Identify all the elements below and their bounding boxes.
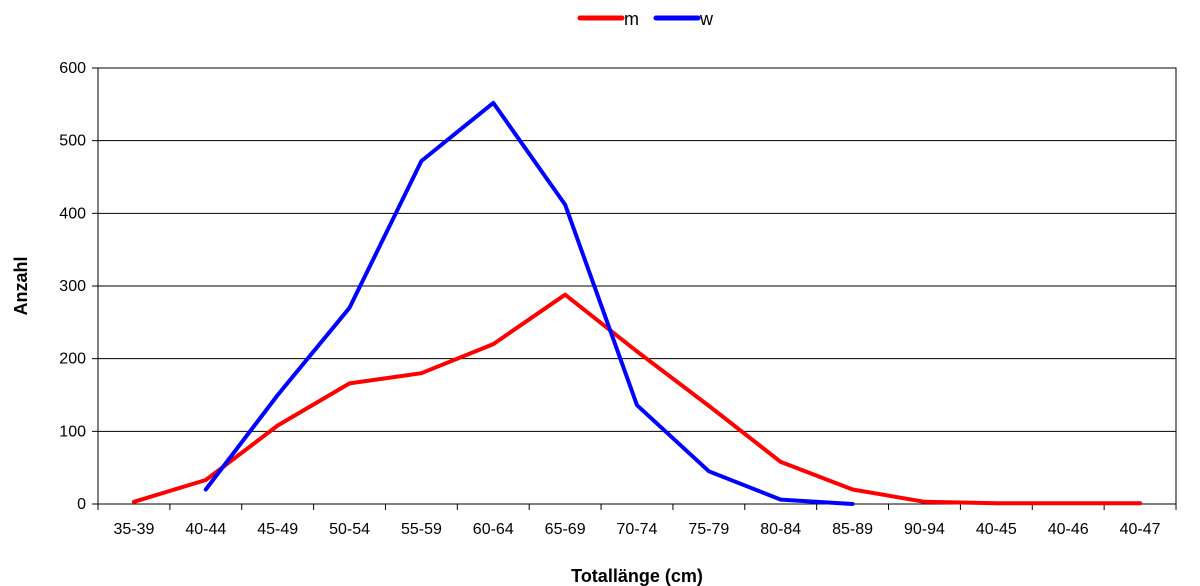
x-tick-label: 40-44: [185, 521, 226, 538]
x-tick-label: 70-74: [617, 521, 658, 538]
y-tick-label: 600: [59, 60, 86, 77]
x-axis-title: Totallänge (cm): [571, 566, 703, 586]
x-tick-label: 50-54: [329, 521, 370, 538]
series-lines: [131, 100, 1143, 506]
y-tick-label: 200: [59, 351, 86, 368]
x-tick-label: 80-84: [760, 521, 801, 538]
x-axis: 35-39 40-44 45-49 50-54 55-59 60-64 65-69 70-74…: [97, 504, 1177, 538]
x-tick-label: 85-89: [832, 521, 873, 538]
y-axis: 0 100 200 300 400 500 600: [59, 60, 98, 513]
x-tick-label: 35-39: [113, 521, 154, 538]
x-tick-label: 40-45: [976, 521, 1017, 538]
x-tick-label: 65-69: [545, 521, 586, 538]
x-tick-label: 75-79: [688, 521, 729, 538]
y-tick-label: 500: [59, 133, 86, 150]
y-tick-label: 0: [77, 496, 86, 513]
x-tick-label: 60-64: [473, 521, 514, 538]
x-tick-label: 40-46: [1048, 521, 1089, 538]
legend-label-w: w: [699, 9, 714, 29]
x-tick-label: 40-47: [1120, 521, 1161, 538]
y-tick-label: 100: [59, 423, 86, 440]
y-tick-label: 300: [59, 278, 86, 295]
series-line-m: [131, 292, 1143, 506]
y-axis-title: Anzahl: [11, 256, 31, 315]
x-tick-label: 45-49: [257, 521, 298, 538]
legend-label-m: m: [624, 9, 639, 29]
y-tick-label: 400: [59, 205, 86, 222]
x-tick-label: 55-59: [401, 521, 442, 538]
gridlines: [98, 140, 1176, 432]
series-line-w: [203, 100, 855, 506]
x-tick-label: 90-94: [904, 521, 945, 538]
